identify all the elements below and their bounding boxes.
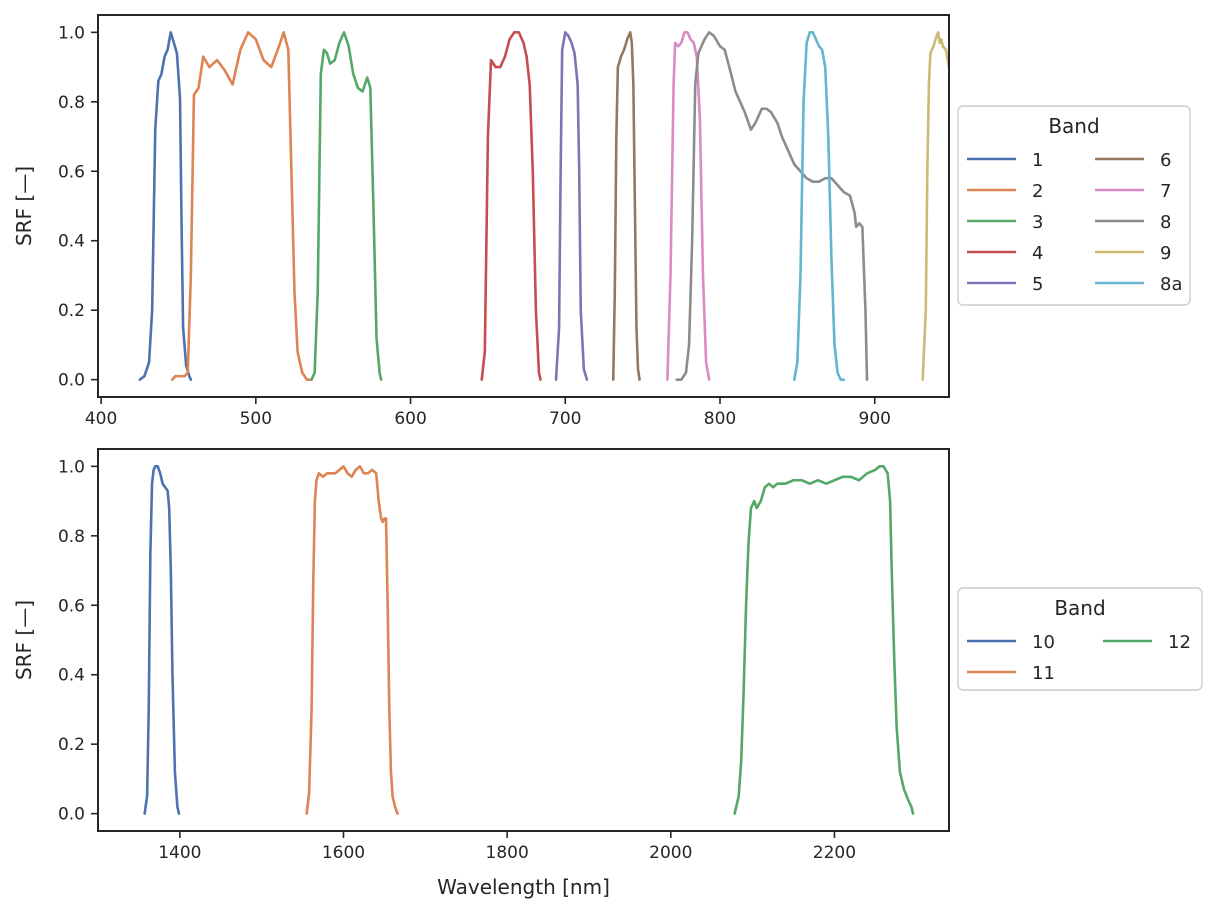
legend: Band 10 11 12 (957, 587, 1203, 691)
series-line-band-6 (611, 31, 641, 381)
legend-title: Band (1048, 114, 1099, 138)
x-tick-label: 900 (859, 409, 891, 429)
series-line-band-4 (480, 31, 542, 381)
x-tick-label: 800 (704, 409, 736, 429)
legend-box (957, 587, 1203, 691)
y-tick-label: 0.4 (58, 666, 85, 686)
y-tick-label: 0.0 (58, 805, 85, 825)
legend-label-band-12: 12 (1168, 632, 1191, 653)
x-tick-label: 2000 (649, 843, 692, 863)
y-tick-label: 0.2 (58, 301, 85, 321)
x-tick-label: 1800 (486, 843, 529, 863)
series-line-band-7 (666, 31, 711, 381)
series-line-band-1 (138, 31, 193, 381)
y-tick-label: 0.0 (58, 371, 85, 391)
series-line-band-8a (792, 31, 846, 381)
series-line-band-12 (733, 465, 915, 815)
series-line-band-5 (554, 31, 589, 381)
series-line-band-10 (143, 465, 181, 815)
legend-label-band-8a: 8a (1160, 274, 1182, 295)
x-tick-label: 1600 (322, 843, 365, 863)
y-tick-label: 1.0 (58, 23, 85, 43)
legend-title: Band (1054, 596, 1105, 620)
legend-box (957, 105, 1191, 306)
bottom-panel: 1400 1600 1800 2000 2200 0.0 0.2 0.4 0.6 0.8 1.0 SR… (12, 448, 1203, 899)
y-tick-label: 0.4 (58, 232, 85, 252)
legend-label-band-8: 8 (1160, 212, 1171, 233)
plot-frame (97, 14, 950, 398)
series-line-band-8 (675, 31, 869, 381)
y-tick-label: 0.6 (58, 162, 85, 182)
y-tick-label: 0.8 (58, 527, 85, 547)
legend-label-band-5: 5 (1032, 274, 1043, 295)
legend-label-band-6: 6 (1160, 150, 1171, 171)
series-group (143, 465, 915, 815)
legend-label-band-10: 10 (1032, 632, 1055, 653)
series-group (138, 31, 949, 381)
x-tick-label: 500 (240, 409, 272, 429)
series-line-band-2 (170, 31, 313, 381)
legend-label-band-3: 3 (1032, 212, 1043, 233)
legend-label-band-9: 9 (1160, 243, 1171, 264)
y-axis-label: SRF [—] (12, 600, 36, 680)
x-axis-label: Wavelength [nm] (437, 875, 610, 899)
y-tick-label: 1.0 (58, 457, 85, 477)
legend-label-band-2: 2 (1032, 181, 1043, 202)
x-tick-label: 700 (549, 409, 581, 429)
series-line-band-3 (310, 31, 383, 381)
y-tick-label: 0.2 (58, 735, 85, 755)
legend-label-band-7: 7 (1160, 181, 1171, 202)
series-line-band-11 (305, 465, 399, 815)
y-axis-label: SRF [—] (12, 166, 36, 246)
top-panel: 400 500 600 700 800 900 0.0 0.2 0.4 0.6 0.8 1.0 SRF … (12, 14, 1191, 429)
y-tick-label: 0.8 (58, 93, 85, 113)
legend-label-band-4: 4 (1032, 243, 1043, 264)
legend-label-band-11: 11 (1032, 663, 1055, 684)
x-tick-label: 2200 (813, 843, 856, 863)
x-tick-label: 400 (85, 409, 117, 429)
y-tick-label: 0.6 (58, 596, 85, 616)
x-tick-label: 600 (394, 409, 426, 429)
plot-frame (97, 448, 950, 832)
legend-label-band-1: 1 (1032, 150, 1043, 171)
x-tick-label: 1400 (158, 843, 201, 863)
series-line-band-9 (921, 31, 949, 381)
